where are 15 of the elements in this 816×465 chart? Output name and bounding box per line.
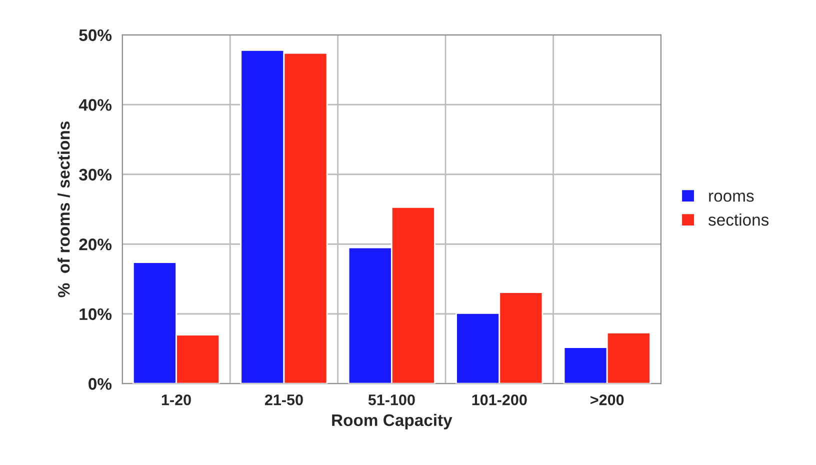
x-axis-title: Room Capacity [332,414,452,430]
y-tick-label: 0% [88,378,112,390]
y-tick-label: 40% [78,99,112,111]
x-tick-label: >200 [590,394,624,406]
y-tick-label: 30% [79,168,112,181]
y-tick-label: 50% [79,29,112,42]
legend-label: sections [708,214,769,226]
y-axis-title: % of rooms / sections [58,121,70,298]
x-tick-label: 51-100 [368,394,415,406]
legend-label: rooms [709,192,754,202]
x-tick-label: 21-50 [264,394,303,406]
x-tick-label: 1-20 [162,394,191,406]
y-tick-label: 20% [79,238,112,250]
x-tick-label: 101-200 [472,394,527,406]
y-tick-label: 10% [80,308,112,320]
